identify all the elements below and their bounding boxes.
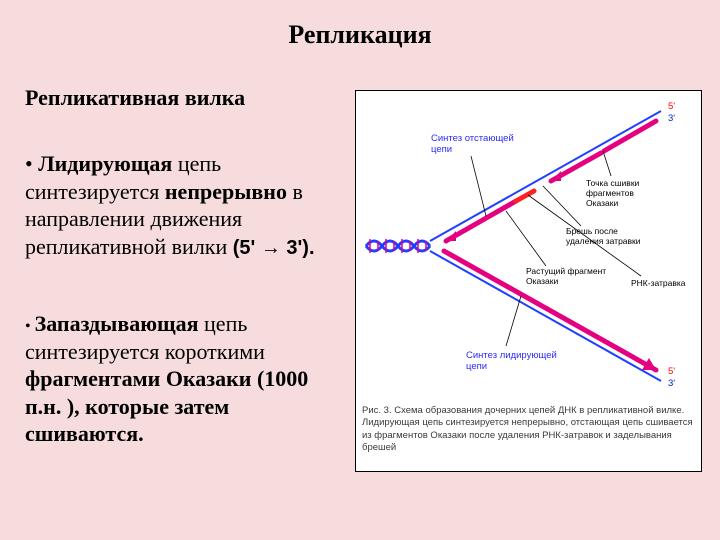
bullet: • [25,318,35,335]
bullet-block-leading: • Лидирующая цепь синтезируется непрерыв… [25,150,335,261]
bot-5prime: 5' [668,366,675,377]
callout-leading-line [506,296,521,346]
bullet-block-lagging: • Запаздывающая цепь синтезируется корот… [25,310,335,448]
parent-helix [366,239,430,253]
top-5prime: 5' [668,101,675,112]
label-gap: Брешь после удаления затравки [566,226,641,246]
label-lagging-synth: Синтез отстающей цепи [431,133,516,155]
upper-template [430,111,661,241]
callout-gap-line [543,186,581,226]
emph-lagging: Запаздывающая [35,311,199,336]
bot-3prime: 3' [668,378,675,389]
label-leading-synth: Синтез лидирующей цепи [466,350,559,372]
emph-okazaki: фрагментами Оказаки [25,366,251,391]
emph-continuous: непрерывно [165,179,287,204]
fork-svg: 5' 3' 5' 3' Синтез отстающей цепи Точка … [356,91,701,401]
callout-joint-line [603,151,611,176]
emph-leading: Лидирующая [38,151,172,176]
replication-fork-figure: 5' 3' 5' 3' Синтез отстающей цепи Точка … [355,90,702,472]
slide-subtitle: Репликативная вилка [25,85,245,111]
top-3prime: 3' [668,113,675,124]
label-growing: Растущий фрагмент Оказаки [526,266,609,286]
callout-growing-line [506,211,546,266]
okazaki-fragment-3 [604,121,656,151]
okazaki-fragment-1 [446,201,516,241]
label-joint: Точка сшивки фрагментов Оказаки [586,178,642,208]
rna-primer-1 [516,191,534,201]
bullet: • [25,151,38,176]
callout-lagging-line [471,156,486,216]
label-rna-primer: РНК-затравка [631,278,686,288]
figure-caption: Рис. 3. Схема образования дочерних цепей… [356,401,701,460]
direction: (5' → 3'). [233,237,315,259]
slide-title: Репликация [0,20,720,50]
okazaki-arrow-1 [446,231,456,241]
